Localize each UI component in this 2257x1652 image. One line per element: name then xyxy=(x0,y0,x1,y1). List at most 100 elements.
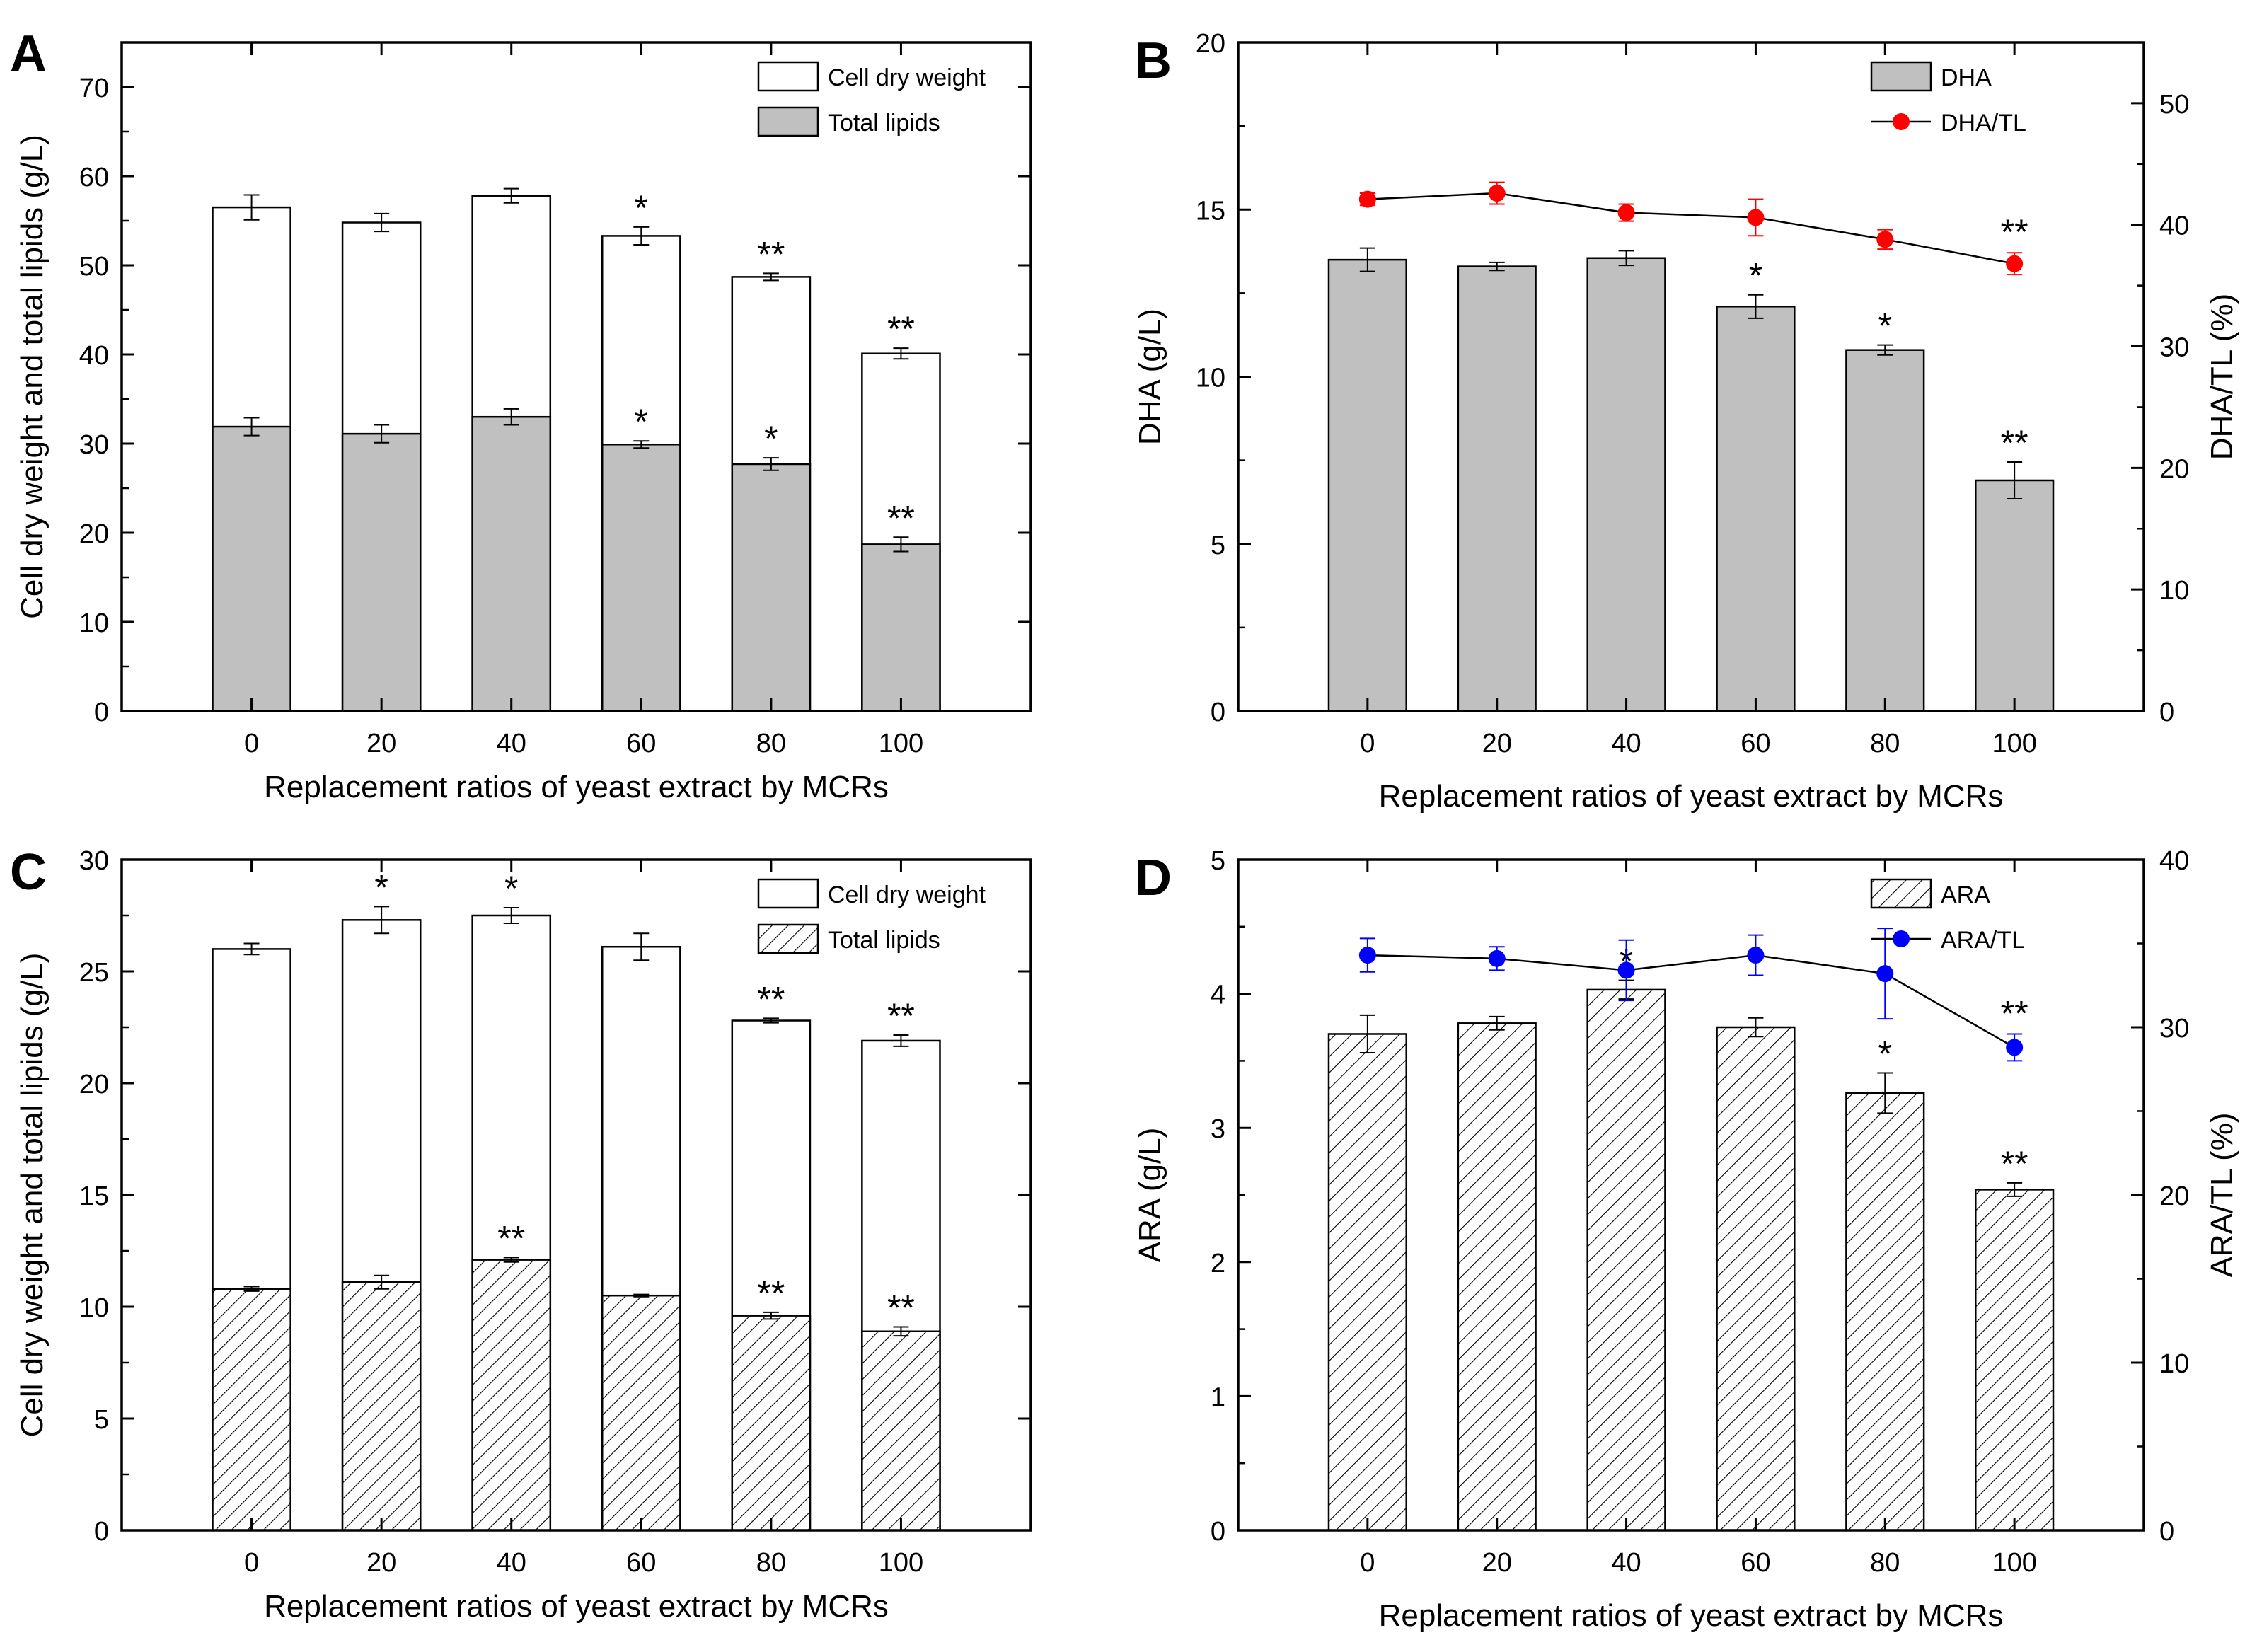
bar-ara-40 xyxy=(1586,988,1666,1532)
bar-total-lipids-0 xyxy=(212,1288,291,1532)
data-point-100 xyxy=(2006,255,2024,272)
y-tick-label-right: 30 xyxy=(2159,1014,2189,1044)
y-tick-label-right: 20 xyxy=(2159,454,2189,484)
bar-dha-100 xyxy=(1975,479,2055,712)
y-tick-label: 10 xyxy=(1196,364,1225,393)
x-axis-title: Replacement ratios of yeast extract by M… xyxy=(264,770,889,804)
legend-swatch xyxy=(1870,878,1932,909)
y-tick-label: 0 xyxy=(94,698,109,727)
y-tick-label-right: 0 xyxy=(2159,698,2174,727)
significance-label: * xyxy=(1878,1034,1892,1073)
y-tick-label: 15 xyxy=(1196,196,1225,226)
bar-dha-80 xyxy=(1845,349,1925,712)
significance-label: ** xyxy=(2001,423,2028,463)
y-tick-label: 2 xyxy=(1211,1249,1225,1278)
data-point-40 xyxy=(1617,204,1635,221)
y-tick-label: 3 xyxy=(1211,1114,1225,1144)
bar-total-lipids-40 xyxy=(471,1259,552,1532)
significance-label: ** xyxy=(757,979,785,1019)
x-tick-label: 20 xyxy=(1482,1548,1512,1578)
data-point-60 xyxy=(1747,947,1765,964)
x-tick-label: 80 xyxy=(1870,729,1900,758)
x-tick-label: 40 xyxy=(1611,729,1641,758)
x-tick-label: 40 xyxy=(497,729,526,758)
significance-label: ** xyxy=(497,1218,525,1258)
panel-label: D xyxy=(1135,850,1172,906)
y-tick-label: 15 xyxy=(79,1182,109,1211)
x-tick-label: 100 xyxy=(1992,729,2036,758)
significance-label: ** xyxy=(2001,212,2028,252)
y-axis-title: Cell dry weight and total lipids (g/L) xyxy=(15,134,50,619)
bar-total-lipids-100 xyxy=(861,1330,941,1532)
bar-total-lipids-40 xyxy=(471,415,552,712)
y-tick-label: 0 xyxy=(1211,1517,1225,1547)
bar-dha-20 xyxy=(1457,265,1537,712)
y-tick-label: 1 xyxy=(1211,1382,1225,1412)
y-tick-label-right: 30 xyxy=(2159,333,2189,363)
x-tick-label: 0 xyxy=(244,729,259,758)
y-tick-label: 70 xyxy=(79,74,109,103)
data-point-40 xyxy=(1617,961,1635,979)
legend-swatch xyxy=(757,61,819,92)
legend-swatch xyxy=(757,106,819,137)
legend-label: Total lipids xyxy=(828,927,940,954)
legend-swatch xyxy=(757,878,819,909)
legend-swatch xyxy=(1870,61,1932,92)
significance-label: ** xyxy=(2001,993,2028,1033)
y-tick-label: 20 xyxy=(79,519,109,549)
significance-label: * xyxy=(504,869,518,908)
data-point-20 xyxy=(1488,185,1506,202)
series-line-ara-tl xyxy=(1367,954,2015,1049)
significance-label: ** xyxy=(757,234,785,274)
significance-label: * xyxy=(635,402,648,441)
x-tick-label: 60 xyxy=(1741,1548,1770,1578)
y-tick-label: 0 xyxy=(1211,698,1225,727)
significance-label: * xyxy=(764,419,778,458)
bar-ara-20 xyxy=(1457,1022,1537,1532)
bar-total-lipids-60 xyxy=(601,1294,681,1532)
y-tick-label: 5 xyxy=(1211,531,1225,560)
y-tick-label-right: 40 xyxy=(2159,212,2189,241)
y-tick-label-right: 20 xyxy=(2159,1182,2189,1211)
y-tick-label: 5 xyxy=(1211,846,1225,876)
x-axis-title: Replacement ratios of yeast extract by M… xyxy=(1379,779,2004,814)
significance-label: * xyxy=(374,867,388,907)
legend-label: ARA xyxy=(1941,882,1990,908)
x-tick-label: 20 xyxy=(366,729,396,758)
significance-label: ** xyxy=(887,1288,915,1327)
y-tick-label: 10 xyxy=(79,1293,109,1323)
bar-total-lipids-100 xyxy=(861,543,941,712)
legend-label: Cell dry weight xyxy=(828,64,986,91)
y-tick-label: 20 xyxy=(1196,29,1225,59)
data-point-80 xyxy=(1876,231,1894,248)
x-tick-label: 0 xyxy=(1360,1548,1375,1578)
data-point-0 xyxy=(1358,947,1376,964)
x-tick-label: 60 xyxy=(626,1548,656,1578)
y-axis-title-right: DHA/TL (%) xyxy=(2205,294,2239,461)
bar-ara-0 xyxy=(1327,1033,1407,1532)
y-tick-label: 40 xyxy=(79,341,109,371)
x-tick-label: 60 xyxy=(1741,729,1770,758)
x-tick-label: 100 xyxy=(879,729,923,758)
legend-swatch xyxy=(757,923,819,954)
data-point-80 xyxy=(1876,965,1894,983)
significance-label: * xyxy=(635,188,648,228)
y-tick-label: 25 xyxy=(79,958,109,988)
y-tick-label: 0 xyxy=(94,1517,109,1547)
x-tick-label: 100 xyxy=(879,1548,923,1578)
y-tick-label: 5 xyxy=(94,1405,109,1435)
legend-marker xyxy=(1893,930,1910,947)
y-tick-label: 4 xyxy=(1211,981,1225,1010)
bar-dha-60 xyxy=(1716,306,1796,712)
y-tick-label: 60 xyxy=(79,163,109,192)
bar-ara-60 xyxy=(1716,1026,1796,1532)
plot-frame xyxy=(120,41,1032,712)
legend-label: DHA/TL xyxy=(1941,110,2026,137)
y-tick-label-right: 10 xyxy=(2159,1349,2189,1379)
y-tick-label: 30 xyxy=(79,430,109,460)
x-tick-label: 20 xyxy=(366,1548,396,1578)
x-tick-label: 40 xyxy=(1611,1548,1641,1578)
